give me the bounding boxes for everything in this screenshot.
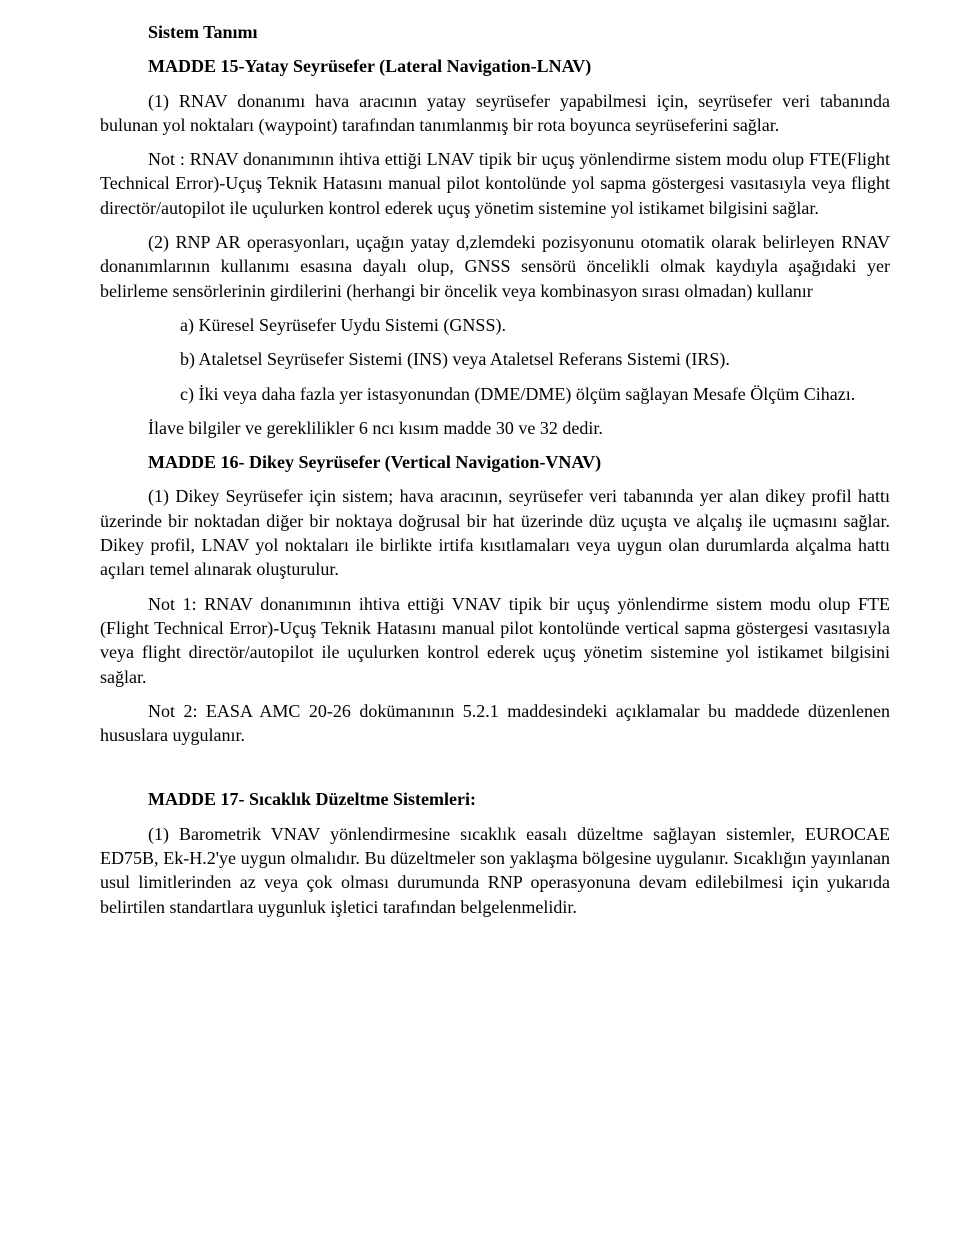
para-madde15-not: Not : RNAV donanımının ihtiva ettiği LNA… — [100, 147, 890, 220]
document-page: Sistem Tanımı MADDE 15-Yatay Seyrüsefer … — [0, 0, 960, 1237]
para-madde17-1: (1) Barometrik VNAV yönlendirmesine sıca… — [100, 822, 890, 919]
heading-madde15: MADDE 15-Yatay Seyrüsefer (Lateral Navig… — [100, 54, 890, 78]
para-madde16-not2: Not 2: EASA AMC 20-26 dokümanının 5.2.1 … — [100, 699, 890, 748]
para-madde15-1: (1) RNAV donanımı hava aracının yatay se… — [100, 89, 890, 138]
list-item-b: b) Ataletsel Seyrüsefer Sistemi (INS) ve… — [180, 347, 890, 371]
para-madde16-1: (1) Dikey Seyrüsefer için sistem; hava a… — [100, 484, 890, 581]
para-madde16-not1: Not 1: RNAV donanımının ihtiva ettiği VN… — [100, 592, 890, 689]
list-item-c: c) İki veya daha fazla yer istasyonundan… — [100, 382, 890, 406]
para-madde15-2: (2) RNP AR operasyonları, uçağın yatay d… — [100, 230, 890, 303]
spacer — [100, 757, 890, 777]
heading-sistem-tanimi: Sistem Tanımı — [100, 20, 890, 44]
list-item-a: a) Küresel Seyrüsefer Uydu Sistemi (GNSS… — [180, 313, 890, 337]
heading-madde17: MADDE 17- Sıcaklık Düzeltme Sistemleri: — [100, 787, 890, 811]
heading-madde16: MADDE 16- Dikey Seyrüsefer (Vertical Nav… — [100, 450, 890, 474]
para-ilave: İlave bilgiler ve gereklilikler 6 ncı kı… — [100, 416, 890, 440]
